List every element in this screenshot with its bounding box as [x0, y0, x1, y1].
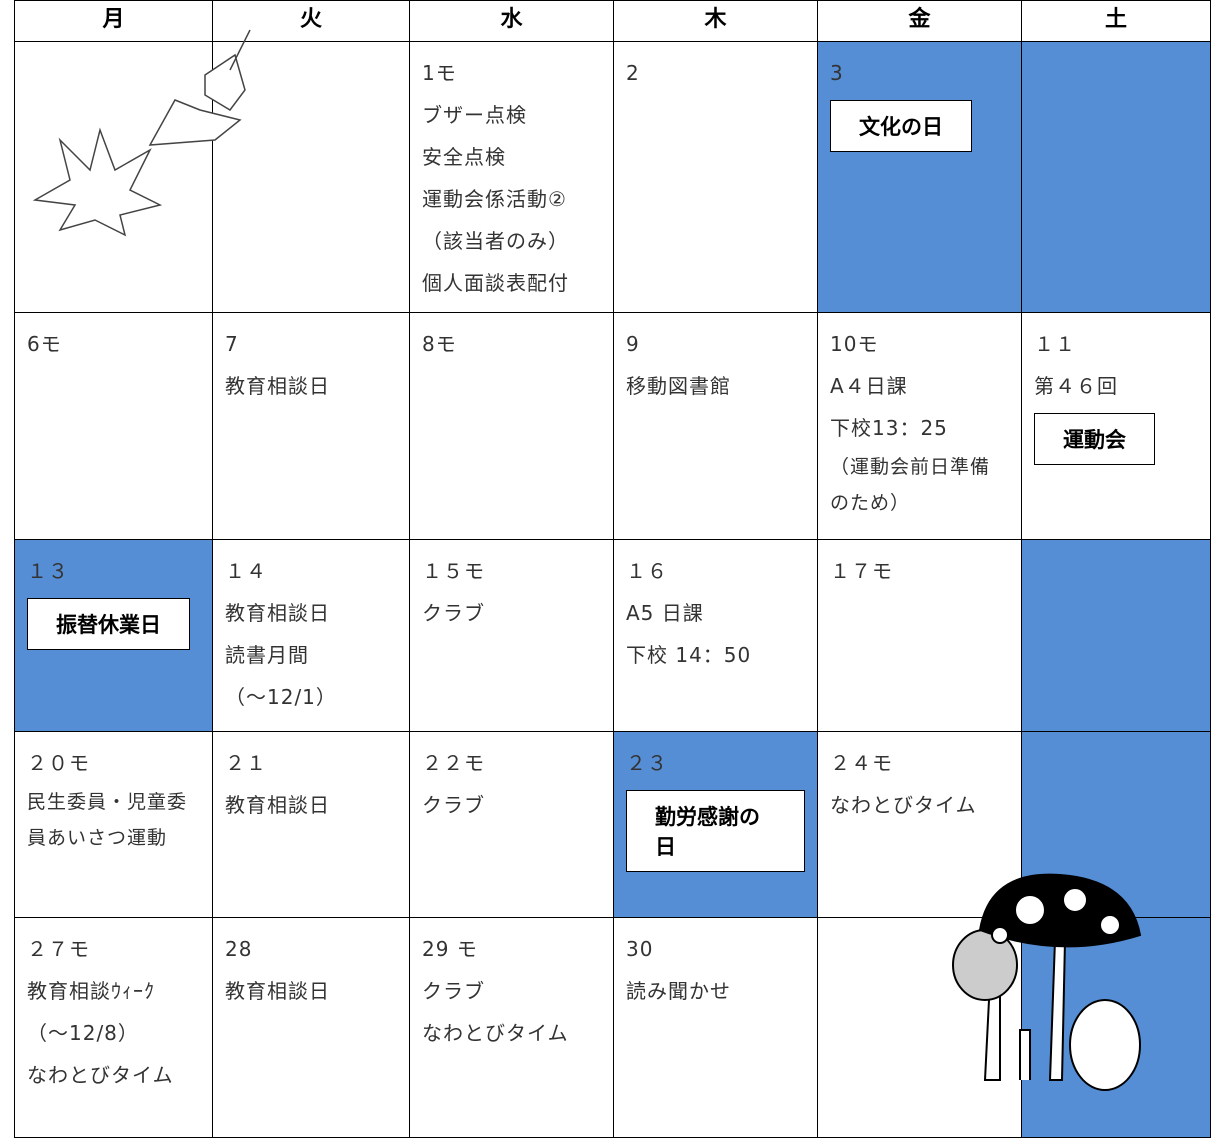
day-cell: 1モブザー点検安全点検運動会係活動② （該当者のみ） 個人面談表配付 — [409, 41, 614, 313]
day-cell: １４ 教育相談日読書月間 （～12/1） — [212, 539, 410, 732]
day-cell: ２２モクラブ — [409, 731, 614, 918]
date-number: ２１ — [225, 751, 267, 775]
event-text: （～12/1） — [225, 685, 337, 709]
day-cell: 6モ — [14, 312, 213, 540]
day-cell: 28 教育相談日 — [212, 917, 410, 1138]
date-number: 3 — [830, 61, 844, 85]
event-text: ブザー点検 — [422, 103, 527, 127]
event-text: （～12/8） — [27, 1021, 139, 1045]
day-cell: 8モ — [409, 312, 614, 540]
event-text: クラブ — [422, 793, 485, 817]
day-header: 土 — [1021, 0, 1211, 42]
date-number: 9 — [626, 332, 640, 356]
day-cell: ２７モ教育相談ｳｨｰｸ （～12/8） なわとびタイム — [14, 917, 213, 1138]
event-text: （該当者のみ） — [422, 229, 569, 253]
event-text: 移動図書館 — [626, 374, 731, 398]
date-number: １４ — [225, 559, 267, 583]
event-text: 第４６回 — [1034, 374, 1118, 398]
date-number: 28 — [225, 937, 253, 961]
event-text: 安全点検 — [422, 145, 506, 169]
day-header: 火 — [212, 0, 410, 42]
event-text: 下校 14：50 — [626, 643, 752, 667]
date-number: 2 — [626, 61, 640, 85]
holiday-label: 勤労感謝の日 — [626, 790, 805, 872]
day-cell: 29 モクラブなわとびタイム — [409, 917, 614, 1138]
day-cell: 2 — [613, 41, 818, 313]
date-number: 6モ — [27, 332, 62, 356]
day-cell — [1021, 539, 1211, 732]
day-cell: ２４モなわとびタイム — [817, 731, 1022, 918]
day-cell — [817, 917, 1022, 1138]
event-text: 読書月間 — [225, 643, 309, 667]
day-cell: 10モ A４日課下校13：25 （運動会前日準備のため） — [817, 312, 1022, 540]
date-number: ２０モ — [27, 751, 90, 775]
event-text: 読み聞かせ — [626, 979, 731, 1003]
day-cell: 3 文化の日 — [817, 41, 1022, 313]
date-number: 8モ — [422, 332, 457, 356]
date-number: ２２モ — [422, 751, 485, 775]
event-text: A5 日課 — [626, 601, 704, 625]
date-number: ２７モ — [27, 937, 90, 961]
date-number: ２３ — [626, 751, 668, 775]
day-cell: １１ 第４６回運動会 — [1021, 312, 1211, 540]
date-number: １１ — [1034, 332, 1076, 356]
day-cell: ２３ 勤労感謝の日 — [613, 731, 818, 918]
event-text: クラブ — [422, 979, 485, 1003]
holiday-label: 振替休業日 — [27, 598, 190, 650]
date-number: 10モ — [830, 332, 879, 356]
date-number: 30 — [626, 937, 654, 961]
day-cell — [212, 41, 410, 313]
day-cell: １６ A5 日課下校 14：50 — [613, 539, 818, 732]
event-text: 教育相談日 — [225, 374, 330, 398]
date-number: １３ — [27, 559, 69, 583]
date-number: ２４モ — [830, 751, 893, 775]
event-text: 教育相談日 — [225, 793, 330, 817]
day-cell — [1021, 731, 1211, 918]
event-text: （運動会前日準備のため） — [830, 456, 991, 514]
day-cell — [1021, 41, 1211, 313]
event-text: A４日課 — [830, 374, 908, 398]
event-text: なわとびタイム — [422, 1021, 569, 1045]
event-text: 民生委員・児童委員あいさつ運動 — [27, 791, 188, 849]
day-header: 木 — [613, 0, 818, 42]
event-text: 教育相談日 — [225, 601, 330, 625]
day-cell: 9 移動図書館 — [613, 312, 818, 540]
event-text: 個人面談表配付 — [422, 271, 569, 295]
date-number: 7 — [225, 332, 239, 356]
day-cell — [14, 41, 213, 313]
day-header: 金 — [817, 0, 1022, 42]
day-cell: １５モクラブ — [409, 539, 614, 732]
day-cell — [1021, 917, 1211, 1138]
date-number: １５モ — [422, 559, 485, 583]
event-text: クラブ — [422, 601, 485, 625]
date-number: １６ — [626, 559, 668, 583]
day-cell: １７モ — [817, 539, 1022, 732]
event-text: 教育相談日 — [225, 979, 330, 1003]
day-cell: 30 読み聞かせ — [613, 917, 818, 1138]
holiday-label: 運動会 — [1034, 413, 1155, 465]
date-number: １７モ — [830, 559, 893, 583]
event-text: なわとびタイム — [830, 793, 977, 817]
date-number: 1モ — [422, 61, 457, 85]
day-cell: 7 教育相談日 — [212, 312, 410, 540]
day-header: 月 — [14, 0, 213, 42]
date-number: 29 モ — [422, 937, 478, 961]
event-text: なわとびタイム — [27, 1063, 174, 1087]
day-cell: １３ 振替休業日 — [14, 539, 213, 732]
event-text: 運動会係活動② — [422, 187, 567, 211]
day-header: 水 — [409, 0, 614, 42]
holiday-label: 文化の日 — [830, 100, 972, 152]
event-text: 教育相談ｳｨｰｸ — [27, 979, 155, 1003]
day-cell: ２１ 教育相談日 — [212, 731, 410, 918]
event-text: 下校13：25 — [830, 416, 948, 440]
day-cell: ２０モ民生委員・児童委員あいさつ運動 — [14, 731, 213, 918]
